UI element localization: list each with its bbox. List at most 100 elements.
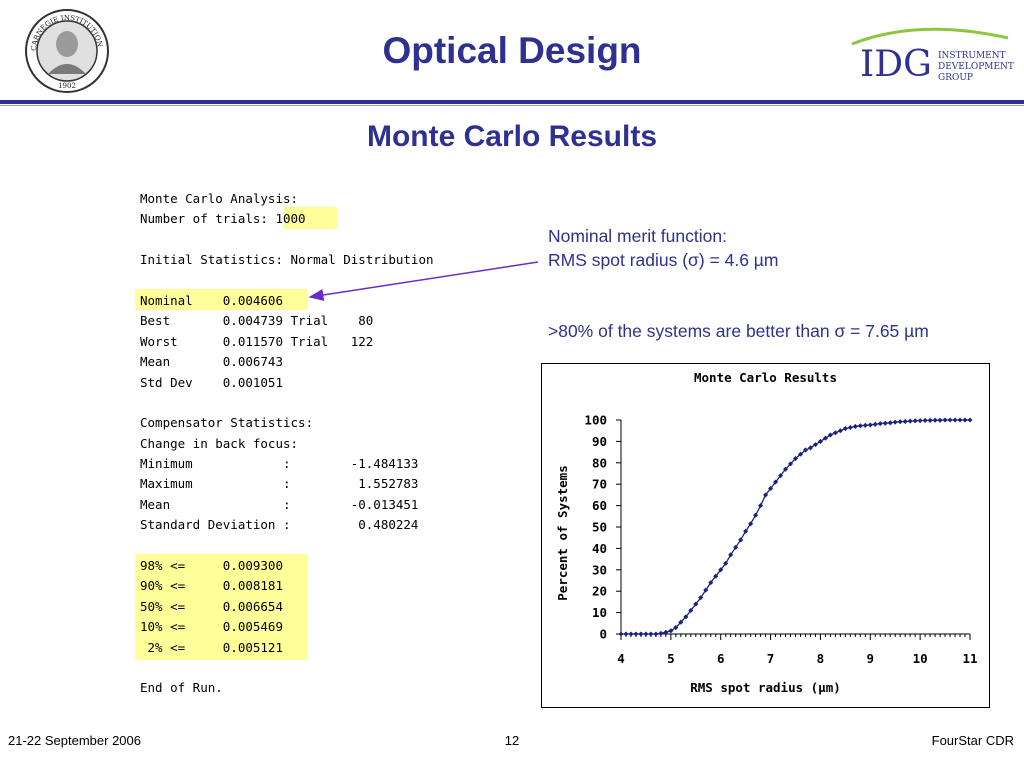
data-point — [877, 421, 883, 427]
data-point — [907, 418, 913, 424]
footer-date: 21-22 September 2006 — [8, 733, 141, 748]
listing-line: Mean : -0.013451 — [140, 496, 419, 512]
data-point — [857, 423, 863, 429]
x-tick-label: 5 — [667, 651, 675, 666]
data-point — [962, 417, 968, 423]
x-tick-label: 4 — [617, 651, 625, 666]
data-point — [633, 631, 639, 637]
footer-page-number: 12 — [504, 733, 520, 748]
listing-line: Nominal 0.004606 — [140, 292, 283, 308]
nominal-note-value: RMS spot radius (σ) = 4.6 µm — [548, 250, 779, 270]
data-point — [708, 580, 714, 586]
y-tick-label: 30 — [592, 562, 607, 577]
data-point — [847, 424, 853, 431]
x-tick-label: 8 — [817, 651, 825, 666]
listing-line: Best 0.004739 Trial 80 — [140, 313, 374, 329]
footer-project: FourStar CDR — [931, 733, 1014, 748]
listing-line — [140, 230, 540, 250]
listing-line: Number of trials: 1000 — [140, 211, 306, 227]
listing-line: Worst 0.011570 Trial 122 — [140, 333, 374, 349]
data-point — [852, 423, 858, 429]
y-tick-label: 80 — [592, 455, 607, 470]
percentile-highlight — [135, 554, 308, 660]
data-point — [683, 614, 689, 620]
seal-year: 1902 — [58, 82, 76, 90]
listing-line: Initial Statistics: Normal Distribution — [140, 252, 434, 268]
data-point — [842, 426, 848, 432]
chart-title: Monte Carlo Results — [694, 370, 837, 385]
plot-tick-labels: 4 5 6 7 8 9 10 11 0 10 20 30 40 50 60 70 80 90 100 — [584, 413, 977, 667]
listing-line: Compensator Statistics: — [140, 415, 314, 431]
data-point — [623, 631, 629, 637]
data-point — [957, 417, 963, 423]
data-point — [618, 631, 624, 637]
data-point — [743, 528, 749, 534]
data-point — [917, 418, 923, 424]
listing-line: End of Run. — [140, 680, 223, 696]
header-rule — [0, 100, 1024, 104]
plot-axes — [620, 420, 970, 635]
y-tick-label: 20 — [592, 584, 607, 599]
listing-line: Change in back focus: — [140, 435, 299, 451]
header-rule-thin — [0, 105, 1024, 106]
y-tick-label: 60 — [592, 498, 607, 513]
x-tick-label: 9 — [867, 651, 875, 666]
idg-logo: IDG INSTRUMENT DEVELOPMENT GROUP — [851, 27, 1014, 85]
y-tick-label: 90 — [592, 434, 607, 449]
plot-ticks — [616, 419, 971, 640]
listing-line: Standard Deviation : 0.480224 — [140, 517, 419, 533]
data-point — [867, 422, 873, 428]
listing-line: 90% <= 0.008181 — [140, 578, 283, 594]
data-point — [887, 420, 893, 426]
listing-line: Monte Carlo Analysis: — [140, 191, 299, 206]
trials-highlight — [283, 207, 337, 229]
listing-line — [140, 536, 540, 556]
listing-line: Mean 0.006743 — [140, 354, 283, 370]
logo-line1: INSTRUMENT — [938, 51, 1006, 61]
data-point — [932, 417, 938, 423]
percentile-note: >80% of the systems are better than σ = … — [548, 321, 929, 341]
listing-line — [140, 658, 540, 678]
slide-title: Optical Design — [382, 30, 642, 71]
listing-line: Std Dev 0.001051 — [140, 374, 283, 390]
data-point — [892, 419, 898, 425]
logo-initials: IDG — [860, 44, 932, 85]
data-point — [927, 417, 933, 423]
listing-line: 98% <= 0.009300 — [140, 558, 283, 574]
data-point — [648, 631, 654, 637]
data-point — [837, 428, 843, 434]
data-point — [882, 420, 888, 426]
y-tick-label: 50 — [592, 520, 607, 535]
data-point — [728, 552, 734, 558]
y-tick-label: 100 — [584, 413, 607, 428]
data-point — [862, 422, 868, 428]
data-point — [937, 417, 943, 423]
data-point — [967, 417, 973, 423]
data-point — [628, 631, 634, 637]
x-axis-label: RMS spot radius (µm) — [690, 680, 841, 695]
data-point — [723, 560, 729, 566]
logo-line2: DEVELOPMENT — [938, 62, 1014, 72]
listing-line: 50% <= 0.006654 — [140, 598, 283, 614]
data-point — [942, 417, 948, 423]
institution-seal-logo: CARNEGIE INSTITUTION OF WASHINGTON 1902 — [24, 8, 109, 93]
y-tick-label: 0 — [599, 627, 607, 642]
plot-series — [618, 417, 973, 637]
monte-carlo-listing: Monte Carlo Analysis: Number of trials: … — [140, 189, 540, 699]
listing-line: 2% <= 0.005121 — [140, 639, 283, 655]
logo-line3: GROUP — [938, 73, 973, 83]
data-point — [653, 631, 659, 637]
data-point — [947, 417, 953, 423]
data-point — [758, 503, 764, 509]
listing-line: Maximum : 1.552783 — [140, 476, 419, 492]
y-tick-label: 40 — [592, 541, 607, 556]
listing-line: 10% <= 0.005469 — [140, 619, 283, 635]
listing-line — [140, 393, 540, 413]
x-tick-label: 10 — [913, 651, 928, 666]
slide-subtitle: Monte Carlo Results — [366, 120, 658, 153]
annotation-arrow — [308, 261, 539, 301]
data-point — [902, 418, 908, 425]
y-axis-label: Percent of Systems — [555, 465, 570, 600]
data-point — [698, 595, 704, 601]
data-point — [713, 573, 719, 579]
